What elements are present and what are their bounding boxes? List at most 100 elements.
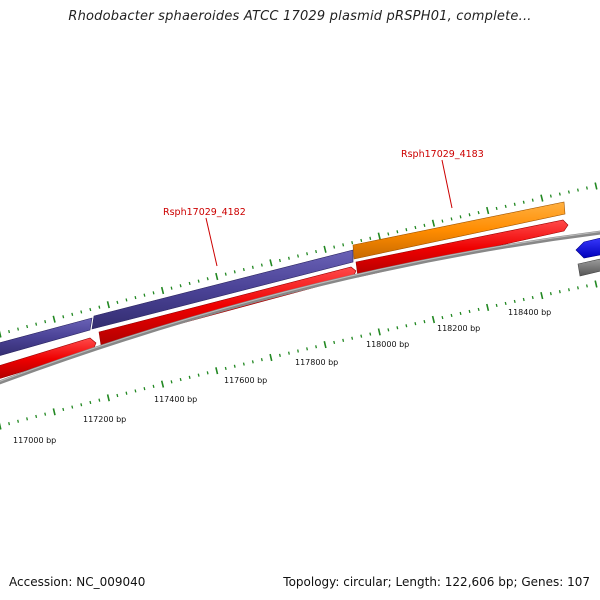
major-tick <box>486 206 490 215</box>
minor-tick <box>576 286 579 290</box>
minor-tick <box>360 238 363 243</box>
major-tick <box>52 408 56 416</box>
minor-tick <box>62 407 65 412</box>
minor-tick <box>333 340 336 345</box>
gene-label-4183[interactable]: Rsph17029_4183 <box>401 149 484 209</box>
gene-feature-purple-left[interactable] <box>0 317 93 357</box>
gene-label-text-4183[interactable]: Rsph17029_4183 <box>401 149 484 160</box>
minor-tick <box>576 188 579 192</box>
gene-label-leader-4183 <box>441 159 453 209</box>
minor-tick <box>296 254 300 258</box>
minor-tick <box>206 277 209 281</box>
minor-tick <box>396 230 399 234</box>
major-tick <box>106 394 110 402</box>
minor-tick <box>450 313 453 318</box>
minor-tick <box>125 298 128 302</box>
minor-tick <box>170 286 173 290</box>
minor-tick <box>306 252 309 256</box>
inner-minor-ticks <box>8 284 588 426</box>
major-tick <box>323 341 327 349</box>
minor-tick <box>459 311 462 316</box>
minor-tick <box>287 351 290 355</box>
minor-tick <box>35 322 38 326</box>
minor-tick <box>495 206 498 211</box>
gene-feature-orange[interactable] <box>352 201 566 260</box>
minor-tick <box>80 403 83 407</box>
minor-tick <box>287 256 290 260</box>
gene-feature-purple[interactable] <box>91 249 354 330</box>
inner-major-ticks <box>0 280 598 430</box>
minor-tick <box>134 295 137 300</box>
minor-tick <box>387 232 390 236</box>
gene-feature-gray[interactable] <box>577 258 600 277</box>
minor-tick <box>35 414 38 419</box>
gene-label-text-4182[interactable]: Rsph17029_4182 <box>163 207 246 218</box>
minor-tick <box>558 192 561 196</box>
gene-feature-blue[interactable] <box>575 237 600 259</box>
minor-tick <box>206 371 209 375</box>
minor-tick <box>549 194 552 198</box>
minor-tick <box>558 290 561 294</box>
minor-tick <box>369 236 372 240</box>
minor-tick <box>233 270 236 274</box>
minor-tick <box>504 204 507 208</box>
minor-tick <box>170 380 173 384</box>
gene-label-leader-4182 <box>205 217 218 267</box>
minor-tick <box>342 338 345 342</box>
major-tick <box>431 315 436 324</box>
minor-tick <box>89 400 92 405</box>
major-tick <box>106 301 110 309</box>
minor-tick <box>459 215 462 219</box>
minor-tick <box>414 322 417 326</box>
minor-tick <box>531 198 534 202</box>
position-label-117000: 117000 bp <box>13 436 56 445</box>
minor-tick <box>44 412 47 416</box>
minor-tick <box>405 324 408 328</box>
position-label-118200: 118200 bp <box>437 324 480 333</box>
minor-tick <box>143 293 146 297</box>
major-tick <box>323 245 327 253</box>
minor-tick <box>251 265 254 269</box>
minor-tick <box>71 405 74 409</box>
minor-tick <box>26 324 29 329</box>
minor-tick <box>224 272 227 276</box>
cds-arrow-red-left[interactable] <box>0 337 97 380</box>
outer-minor-ticks <box>8 186 588 334</box>
minor-tick <box>585 284 588 288</box>
minor-tick <box>44 320 47 324</box>
major-tick <box>269 353 273 362</box>
accession-text: Accession: NC_009040 <box>9 575 146 589</box>
minor-tick <box>567 190 570 194</box>
minor-tick <box>242 362 245 366</box>
major-tick <box>215 367 219 375</box>
gene-label-4182[interactable]: Rsph17029_4182 <box>163 207 246 267</box>
major-tick <box>160 380 165 388</box>
sequence-backbone-highlight <box>0 231 600 382</box>
minor-tick <box>297 349 299 353</box>
minor-tick <box>152 384 155 388</box>
minor-tick <box>71 312 74 316</box>
minor-tick <box>125 391 128 395</box>
position-label-117800: 117800 bp <box>295 358 338 367</box>
position-label-118400: 118400 bp <box>508 308 551 317</box>
position-labels: 117000 bp 117200 bp 117400 bp 117600 bp … <box>13 308 551 445</box>
position-label-117600: 117600 bp <box>224 376 267 385</box>
minor-tick <box>351 336 354 340</box>
minor-tick <box>477 211 480 215</box>
minor-tick <box>468 213 471 217</box>
major-tick <box>377 232 381 240</box>
major-tick <box>540 292 544 300</box>
minor-tick <box>315 345 318 349</box>
major-tick <box>215 272 219 281</box>
minor-tick <box>251 360 254 364</box>
minor-tick <box>495 303 498 308</box>
outer-tick-ring <box>0 182 598 338</box>
minor-tick <box>423 223 426 227</box>
minor-tick <box>278 258 281 263</box>
position-label-117400: 117400 bp <box>154 395 197 404</box>
major-tick <box>52 315 56 323</box>
minor-tick <box>278 353 281 357</box>
minor-tick <box>116 393 119 398</box>
minor-tick <box>134 389 137 393</box>
